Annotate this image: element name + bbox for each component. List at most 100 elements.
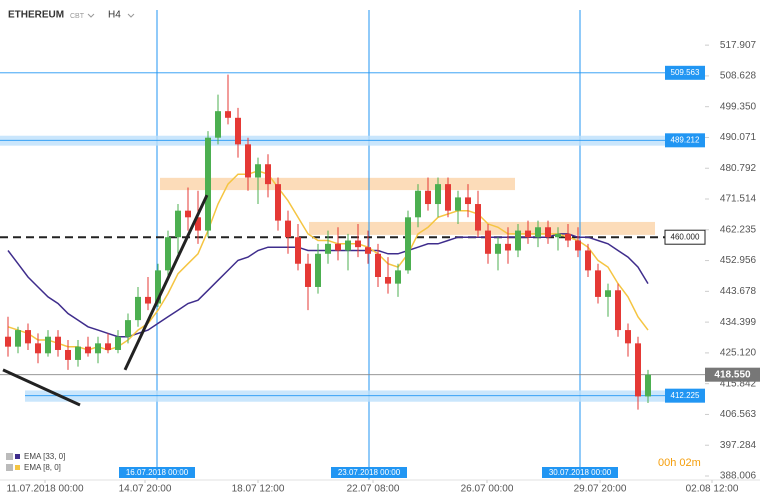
candle-body — [435, 184, 441, 205]
candle-body — [115, 336, 121, 350]
y-tick-label: 406.563 — [720, 409, 757, 420]
y-tick-label: 499.350 — [720, 101, 757, 112]
date-tag — [331, 467, 407, 478]
price-tag — [665, 65, 705, 80]
candle-body — [275, 184, 281, 221]
price-tag-label: 418.550 — [714, 369, 751, 380]
candle-body — [365, 247, 371, 254]
candle-body — [515, 230, 521, 251]
candle-body — [255, 164, 261, 178]
price-tag — [705, 367, 760, 382]
date-tag-label: 16.07.2018 00:00 — [126, 468, 189, 477]
price-tag — [664, 229, 706, 245]
trendline — [2, 368, 81, 407]
dropdown-arrow[interactable] — [127, 13, 135, 18]
candle-body — [575, 240, 581, 251]
candle-body — [625, 330, 631, 344]
candle-body — [225, 111, 231, 118]
timeframe[interactable]: H4 — [108, 10, 121, 21]
candle-body — [285, 220, 291, 238]
candle-body — [15, 330, 21, 347]
candle-body — [245, 144, 251, 178]
candle-body — [555, 233, 561, 238]
price-axis — [705, 0, 760, 501]
candle-body — [645, 374, 651, 397]
candle-body — [185, 210, 191, 218]
candle-body — [605, 290, 611, 297]
candle-body — [475, 204, 481, 231]
candle-body — [65, 349, 71, 360]
date-tag-label: 30.07.2018 00:00 — [549, 468, 612, 477]
price-tag-label: 509.563 — [671, 68, 700, 77]
candle-body — [595, 270, 601, 297]
level-band — [25, 390, 665, 402]
candle-body — [55, 336, 61, 350]
date-tag — [542, 467, 618, 478]
candle-body — [525, 230, 531, 238]
candle-body — [415, 190, 421, 218]
candle-body — [235, 117, 241, 145]
y-tick-label: 480.792 — [720, 163, 757, 174]
legend-label: EMA [8, 0] — [24, 463, 61, 472]
candle-body — [355, 240, 361, 248]
candle-body — [215, 111, 221, 138]
exchange: CBT — [70, 13, 85, 20]
candle-body — [505, 243, 511, 251]
candle-body — [335, 243, 341, 251]
candle-body — [95, 343, 101, 354]
candle-body — [5, 336, 11, 347]
legend-icon — [6, 453, 13, 460]
x-tick-label: 02.08 12:00 — [686, 484, 739, 495]
y-tick-label: 434.399 — [720, 317, 757, 328]
candle-body — [635, 343, 641, 397]
legend-swatch — [15, 465, 20, 470]
legend-swatch — [15, 454, 20, 459]
candle-body — [495, 243, 501, 254]
y-tick-label: 443.678 — [720, 286, 757, 297]
candle-body — [385, 277, 391, 284]
y-tick-label: 425.120 — [720, 348, 757, 359]
candle-body — [535, 227, 541, 238]
y-tick-label: 471.514 — [720, 194, 757, 205]
symbol[interactable]: ETHEREUM — [8, 10, 64, 21]
y-tick-label: 397.284 — [720, 440, 757, 451]
legend-label: EMA [33, 0] — [24, 452, 65, 461]
candle-body — [35, 343, 41, 354]
candle-body — [615, 290, 621, 331]
x-tick-label: 29.07 20:00 — [574, 484, 627, 495]
candle-body — [325, 243, 331, 254]
candle-body — [265, 164, 271, 185]
plot — [0, 10, 705, 480]
y-tick-label: 490.071 — [720, 132, 757, 143]
x-tick-label: 14.07 20:00 — [119, 484, 172, 495]
candle-body — [345, 240, 351, 251]
candle-body — [395, 270, 401, 284]
candle-body — [155, 270, 161, 304]
legend-icon — [6, 464, 13, 471]
y-tick-label: 415.842 — [720, 378, 757, 389]
candle-body — [295, 237, 301, 264]
candle-body — [175, 210, 181, 238]
candle-body — [445, 184, 451, 211]
candle-body — [315, 253, 321, 287]
x-tick-label: 26.07 00:00 — [461, 484, 514, 495]
price-tag-label: 489.212 — [671, 135, 700, 144]
candle-body — [205, 137, 211, 231]
candle-body — [425, 190, 431, 205]
candle-body — [375, 253, 381, 278]
candle-body — [45, 336, 51, 354]
price-tag-label: 460.000 — [671, 232, 700, 241]
zone — [160, 177, 515, 191]
candle-body — [455, 197, 461, 211]
candle-body — [105, 343, 111, 350]
trendline — [123, 194, 209, 371]
dropdown-arrow[interactable] — [87, 13, 95, 18]
candle-body — [25, 330, 31, 344]
candle-body — [585, 250, 591, 271]
candle-body — [145, 296, 151, 304]
candle-body — [485, 230, 491, 254]
y-tick-label: 508.628 — [720, 71, 757, 82]
date-tag — [119, 467, 195, 478]
candle-body — [545, 227, 551, 238]
candle-body — [135, 296, 141, 321]
